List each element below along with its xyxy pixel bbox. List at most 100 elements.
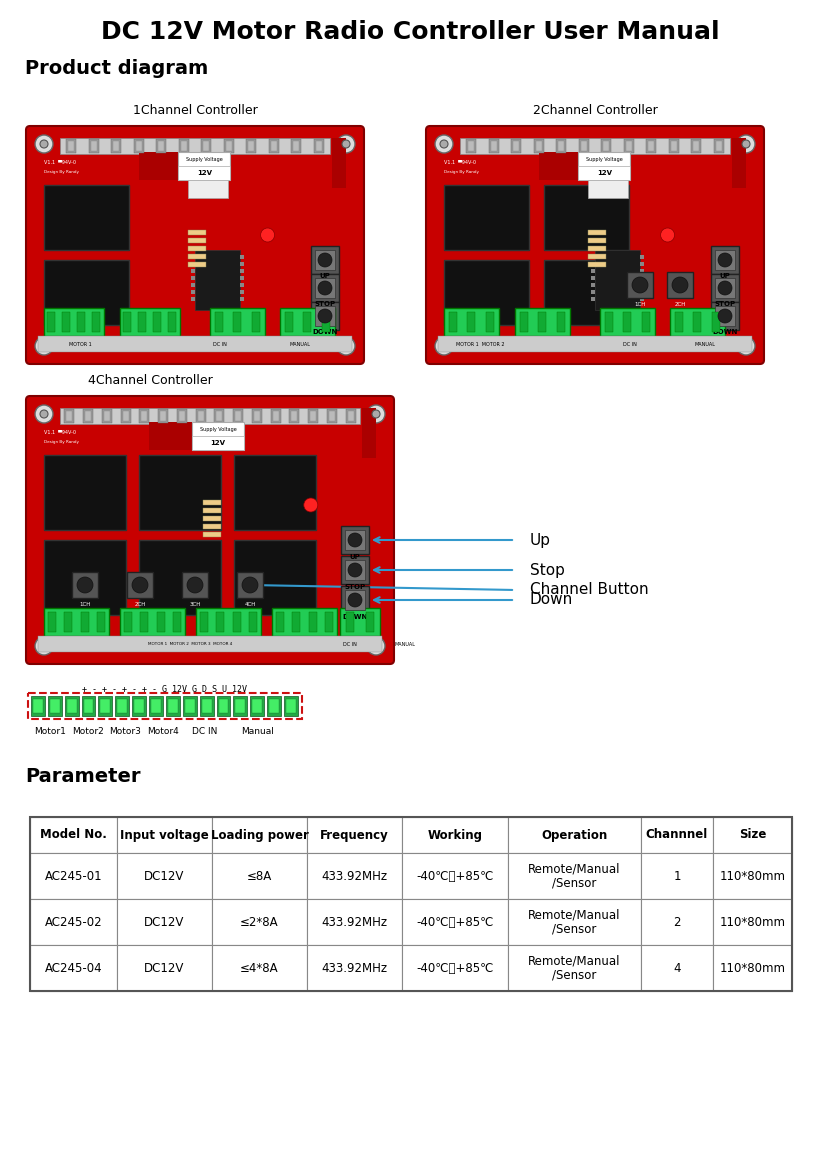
Bar [308, 612, 316, 632]
Text: V1.1  ▀94V-0: V1.1 ▀94V-0 [44, 159, 76, 164]
Circle shape [631, 277, 647, 293]
Bar [48, 612, 56, 632]
Bar [44, 261, 129, 324]
Circle shape [132, 577, 147, 593]
Bar [188, 180, 229, 198]
Text: DOWN: DOWN [312, 329, 337, 335]
Text: Motor1: Motor1 [34, 727, 66, 735]
Bar [580, 141, 586, 151]
Bar [188, 238, 206, 243]
Bar [590, 283, 595, 287]
Bar [66, 140, 76, 154]
Bar [332, 138, 346, 188]
Text: 1CH: 1CH [79, 602, 91, 607]
Bar [314, 278, 335, 298]
Bar [345, 561, 364, 580]
Circle shape [40, 411, 48, 418]
Bar [215, 312, 223, 331]
Bar [30, 816, 117, 852]
Bar [490, 141, 496, 151]
Text: 12V: 12V [596, 170, 611, 176]
Bar [203, 141, 209, 151]
Bar [66, 411, 72, 421]
Bar [625, 141, 631, 151]
Bar [66, 699, 76, 713]
Bar [713, 899, 791, 946]
Text: ≤4*8A: ≤4*8A [240, 962, 278, 975]
Bar [321, 312, 329, 331]
Bar [156, 612, 165, 632]
Text: 2: 2 [672, 915, 680, 928]
Bar [139, 540, 221, 615]
Bar [513, 141, 518, 151]
Bar [216, 695, 230, 716]
Bar [286, 699, 296, 713]
Bar [648, 141, 654, 151]
Bar [690, 140, 700, 154]
Text: Design By Randy: Design By Randy [443, 170, 478, 174]
Bar [65, 612, 72, 632]
FancyBboxPatch shape [426, 126, 763, 364]
Text: Remote/Manual
/Sensor: Remote/Manual /Sensor [527, 908, 620, 936]
Text: UP: UP [319, 273, 330, 279]
Bar [117, 816, 212, 852]
Bar [191, 297, 195, 301]
Bar [31, 695, 45, 716]
Bar [270, 141, 276, 151]
Bar [293, 141, 299, 151]
Circle shape [440, 342, 447, 350]
Bar [306, 899, 401, 946]
Text: Channel Button: Channel Button [529, 583, 648, 598]
Circle shape [318, 254, 332, 267]
Bar [639, 262, 643, 266]
Bar [133, 140, 143, 154]
Text: 433.92MHz: 433.92MHz [321, 962, 387, 975]
Bar [188, 247, 206, 251]
Text: DC IN: DC IN [192, 727, 217, 735]
Text: DC12V: DC12V [144, 870, 184, 883]
Text: STOP: STOP [713, 301, 735, 307]
Circle shape [35, 135, 53, 154]
Bar [191, 276, 195, 280]
Circle shape [342, 140, 350, 148]
Bar [314, 306, 335, 326]
Bar [254, 411, 260, 421]
Bar [588, 180, 627, 198]
Bar [590, 269, 595, 273]
Bar [488, 140, 498, 154]
Bar [246, 140, 256, 154]
Bar [693, 312, 700, 331]
Bar [192, 422, 244, 450]
Text: MANUAL: MANUAL [289, 342, 310, 347]
Text: Stop: Stop [529, 563, 564, 578]
Bar [200, 695, 214, 716]
Bar [443, 308, 499, 336]
Text: MANUAL: MANUAL [394, 642, 415, 647]
Bar [240, 283, 244, 287]
Text: UP: UP [349, 554, 360, 561]
Circle shape [260, 228, 274, 242]
Text: -40℃～+85℃: -40℃～+85℃ [416, 870, 493, 883]
Bar [519, 312, 527, 331]
Bar [306, 946, 401, 991]
Bar [640, 946, 713, 991]
Text: DC12V: DC12V [144, 962, 184, 975]
Bar [640, 852, 713, 899]
Bar [38, 636, 382, 652]
Text: 1CH: 1CH [634, 302, 645, 307]
Bar [711, 312, 719, 331]
Text: AC245-02: AC245-02 [44, 915, 102, 928]
Bar [269, 699, 278, 713]
Bar [182, 572, 208, 598]
Circle shape [717, 281, 731, 295]
Bar [30, 899, 117, 946]
Text: MANUAL: MANUAL [694, 342, 715, 347]
Text: DC 12V Motor Radio Controller User Manual: DC 12V Motor Radio Controller User Manua… [101, 20, 718, 44]
Bar [197, 411, 203, 421]
Text: 2Channel Controller: 2Channel Controller [532, 104, 657, 116]
Bar [279, 308, 335, 336]
Bar [303, 312, 311, 331]
Bar [120, 409, 130, 423]
Text: DOWN: DOWN [342, 614, 367, 620]
Bar [44, 455, 126, 530]
